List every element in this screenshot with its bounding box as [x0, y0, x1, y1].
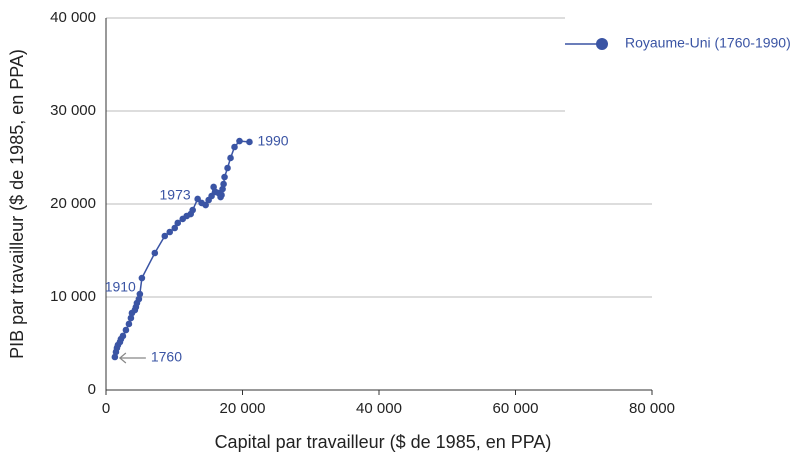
x-tick-label: 0: [102, 400, 110, 417]
data-point: [111, 353, 119, 361]
data-point: [202, 201, 209, 209]
data-point: [119, 332, 127, 340]
data-point: [246, 138, 253, 146]
data-point: [171, 224, 179, 232]
x-tick-label: 80 000: [629, 400, 675, 417]
legend-label: Royaume-Uni (1760-1990): [625, 35, 791, 51]
data-point: [218, 191, 225, 199]
y-tick-label: 30 000: [50, 102, 96, 119]
x-axis-label: Capital par travailleur ($ de 1985, en P…: [215, 432, 552, 452]
data-point: [210, 183, 217, 191]
annotation: 1973: [160, 187, 191, 203]
x-tick-label: 60 000: [493, 400, 539, 417]
data-point: [136, 290, 144, 298]
legend-marker: [596, 38, 608, 50]
data-point: [161, 232, 169, 240]
annotation: 1760: [151, 349, 182, 365]
data-point: [174, 219, 182, 227]
data-point: [127, 314, 135, 322]
y-tick-label: 20 000: [50, 195, 96, 212]
data-point: [224, 164, 231, 172]
x-tick-label: 40 000: [356, 400, 402, 417]
data-point: [125, 320, 133, 328]
data-point: [138, 274, 146, 282]
data-point: [166, 228, 174, 236]
y-tick-label: 40 000: [50, 9, 96, 26]
data-point: [236, 137, 243, 145]
data-point: [189, 206, 196, 214]
annotation-arrowhead: [118, 352, 127, 364]
data-point: [220, 180, 227, 188]
data-point: [208, 192, 215, 200]
annotation: 1990: [257, 133, 288, 149]
y-tick-label: 0: [88, 381, 96, 398]
data-point: [219, 185, 226, 193]
y-axis-label: PIB par travailleur ($ de 1985, en PPA): [7, 49, 27, 359]
annotation: 1910: [105, 279, 136, 295]
data-point: [227, 154, 234, 162]
x-tick-label: 20 000: [220, 400, 266, 417]
data-point: [122, 326, 130, 334]
series-line: [114, 140, 250, 358]
y-tick-label: 10 000: [50, 288, 96, 305]
data-point: [221, 173, 228, 181]
data-point: [231, 143, 238, 151]
data-point: [151, 249, 159, 257]
data-point: [135, 295, 143, 303]
